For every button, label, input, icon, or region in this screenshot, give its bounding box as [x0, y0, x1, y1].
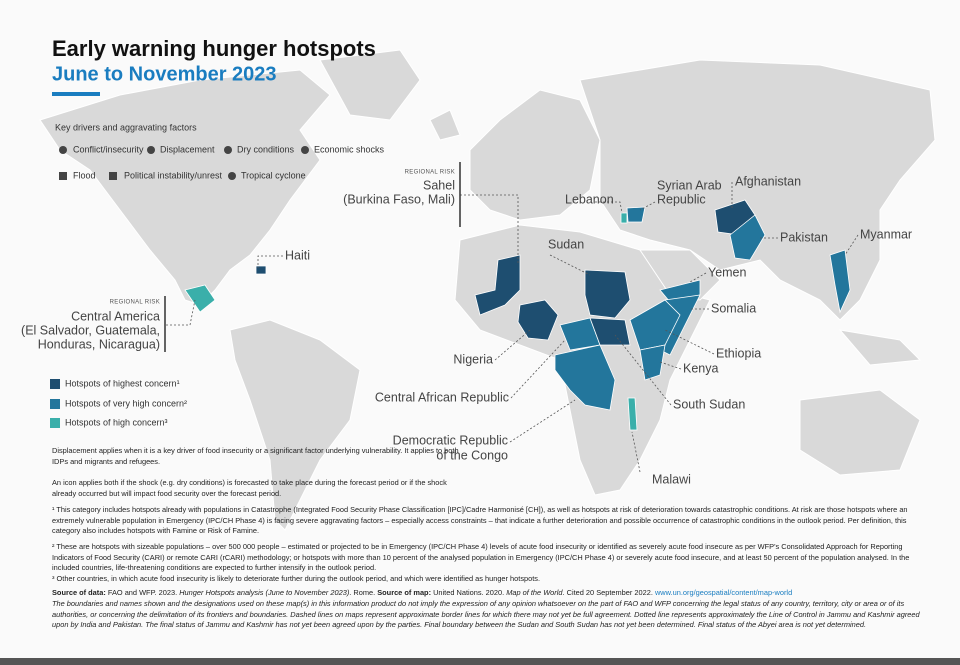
hotspot-area [829, 249, 851, 314]
hotspot-label: Democratic Republic [393, 433, 508, 447]
hotspot-label: Malawi [652, 472, 691, 486]
legend-label: Hotspots of highest concern¹ [65, 378, 180, 388]
source-title: Hunger Hotspots analysis (June to Novemb… [179, 588, 350, 597]
source-text: FAO and WFP. 2023. [107, 588, 178, 597]
driver-label: Tropical cyclone [241, 170, 306, 180]
drivers-title: Key drivers and aggravating factors [55, 122, 197, 132]
footnote: ² These are hotspots with sizeable popul… [52, 542, 910, 573]
title-rule [52, 92, 100, 96]
hotspot-label: Haiti [285, 248, 310, 262]
source-label: Source of data: [52, 588, 106, 597]
hotspot-label: Myanmar [860, 227, 912, 241]
hotspot-area [554, 344, 616, 411]
note: Displacement applies when it is a key dr… [52, 446, 459, 466]
hotspot-label: Nigeria [453, 352, 493, 366]
hotspot-areas [184, 199, 851, 431]
subtitle: June to November 2023 [52, 63, 277, 85]
hotspot-area [184, 284, 216, 313]
hotspot-label: Sahel [423, 178, 455, 192]
hotspot-label: Ethiopia [716, 346, 761, 360]
hotspot-label: Central African Republic [375, 390, 509, 404]
driver-label: Flood [73, 170, 96, 180]
source-link[interactable]: www.un.org/geospatial/content/map-world [654, 588, 793, 597]
hotspot-area [584, 269, 631, 319]
footnote: ¹ This category includes hotspots alread… [52, 505, 908, 536]
driver-label: Political instability/unrest [124, 170, 223, 180]
hotspot-area [627, 397, 638, 431]
hotspot-label: Central America [71, 309, 160, 323]
hotspot-area [620, 212, 628, 224]
regional-risk: REGIONAL RISK [110, 300, 160, 306]
hotspot-area [517, 299, 559, 341]
hotspot-label: South Sudan [673, 397, 745, 411]
source-title: Map of the World [506, 588, 563, 597]
source-label: Source of map: [377, 588, 432, 597]
legend-label: Hotspots of very high concern² [65, 398, 187, 408]
hotspot-label: Afghanistan [735, 174, 801, 188]
bottom-bar [0, 658, 960, 665]
hotspot-area [729, 214, 766, 261]
hotspot-sublabel: Republic [657, 192, 706, 206]
legend-swatch [50, 418, 60, 428]
hotspot-area [589, 317, 631, 346]
hotspot-sublabel: of the Congo [436, 448, 508, 462]
hotspot-area [474, 254, 521, 316]
hotspot-area [255, 265, 267, 275]
source-text: United Nations. 2020. [433, 588, 505, 597]
hotspot-label: Kenya [683, 361, 718, 375]
hotspot-sublabel: (El Salvador, Guatemala, [21, 323, 160, 337]
note: An icon applies both if the shock (e.g. … [52, 478, 447, 498]
source-text: . Rome. [349, 588, 376, 597]
hotspot-label: Syrian Arab [657, 178, 722, 192]
driver-icons [59, 146, 309, 180]
hotspot-label: Sudan [548, 237, 584, 251]
hotspot-label: Lebanon [565, 192, 614, 206]
hotspot-area [626, 206, 646, 223]
leader-lines [166, 182, 859, 473]
hotspot-label: Pakistan [780, 230, 828, 244]
disclaimer: The boundaries and names shown and the d… [52, 599, 920, 630]
driver-label: Conflict/insecurity [73, 144, 144, 154]
legend-swatch [50, 379, 60, 389]
driver-label: Displacement [160, 144, 215, 154]
driver-label: Dry conditions [237, 144, 295, 154]
hotspot-sublabel: (Burkina Faso, Mali) [343, 192, 455, 206]
footnote: ³ Other countries, in which acute food i… [52, 574, 541, 583]
driver-label: Economic shocks [314, 144, 385, 154]
legend-swatch [50, 399, 60, 409]
hotspot-area [629, 299, 681, 351]
legend-label: Hotspots of high concern³ [65, 417, 168, 427]
source: Source of data: FAO and WFP. 2023. Hunge… [52, 588, 922, 599]
hotspot-label: Somalia [711, 301, 756, 315]
source-text: . Cited 20 September 2022. [562, 588, 653, 597]
hotspot-sublabel: Honduras, Nicaragua) [38, 337, 160, 351]
hotspot-label: Yemen [708, 265, 747, 279]
title: Early warning hunger hotspots [52, 36, 376, 61]
regional-risk: REGIONAL RISK [405, 170, 455, 176]
